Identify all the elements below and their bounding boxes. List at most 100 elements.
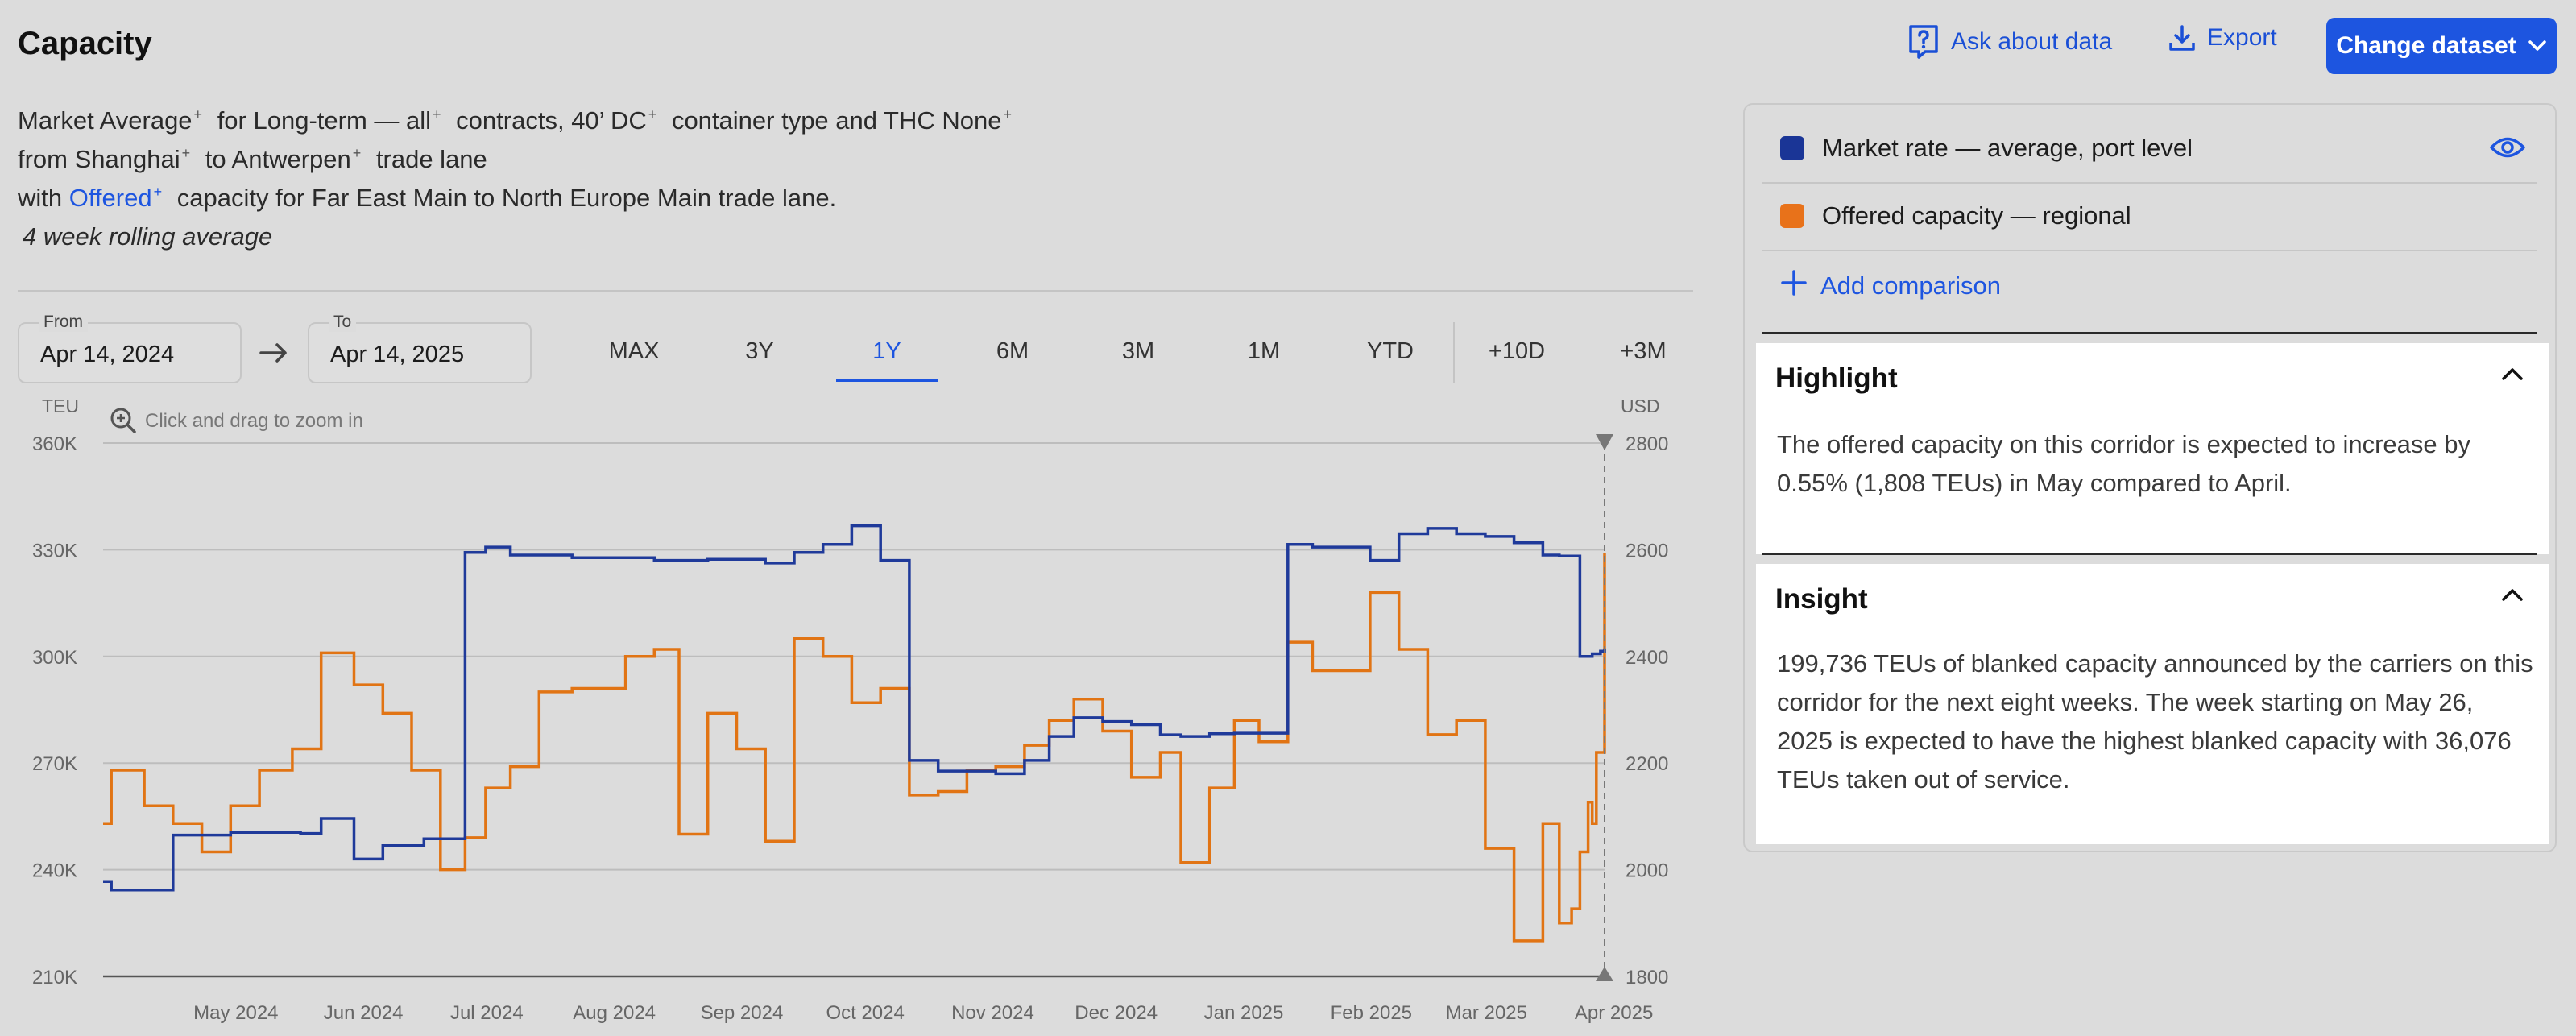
description-line-1: Market Average + for Long-term — all + con…	[18, 106, 1013, 135]
range-tab-3m[interactable]: 3M	[1121, 338, 1155, 364]
divider	[1762, 250, 2537, 251]
from-date-field[interactable]: From Apr 14, 2024	[18, 313, 242, 383]
y-right-tick-label: 2800	[1626, 433, 1668, 455]
plus-icon	[1780, 269, 1808, 303]
range-tab-1m[interactable]: 1M	[1247, 338, 1281, 364]
series-line-offered-capacity	[103, 553, 1606, 943]
add-comparison-label: Add comparison	[1820, 271, 2002, 300]
offered-selector[interactable]: Offered	[68, 184, 152, 212]
legend-swatch-offered-capacity	[1780, 204, 1804, 228]
legend-label-offered-capacity: Offered capacity — regional	[1822, 201, 2131, 230]
highlight-title: Highlight	[1775, 363, 1898, 394]
y-right-tick-label: 2600	[1626, 540, 1668, 562]
arrow-right-icon	[258, 337, 290, 373]
x-tick-label: Feb 2025	[1331, 1002, 1412, 1024]
x-tick-label: Jun 2024	[324, 1002, 404, 1024]
y-left-axis-label: TEU	[42, 396, 79, 416]
legend-label-market-rate: Market rate — average, port level	[1822, 134, 2193, 162]
change-dataset-button[interactable]: Change dataset	[2326, 18, 2557, 74]
market-average-selector[interactable]: Market Average	[18, 106, 193, 135]
export-label: Export	[2207, 24, 2277, 51]
y-right-tick-label: 1800	[1626, 967, 1668, 988]
legend-swatch-market-rate	[1780, 136, 1804, 160]
capacity-chart[interactable]: TEU USD Click and drag to zoom in 360K 33…	[0, 387, 1708, 1036]
y-right-tick-label: 2200	[1626, 753, 1668, 775]
ask-about-data-label: Ask about data	[1951, 28, 2113, 55]
export-button[interactable]: Export	[2168, 24, 2277, 52]
to-date-value: Apr 14, 2025	[330, 342, 465, 367]
x-tick-label: Jul 2024	[450, 1002, 524, 1024]
ask-about-data-button[interactable]: Ask about data	[1907, 24, 2112, 60]
y-right-axis-label: USD	[1621, 396, 1660, 416]
y-left-tick-label: 300K	[32, 647, 77, 669]
y-left-tick-label: 270K	[32, 753, 77, 775]
x-tick-label: Oct 2024	[826, 1002, 904, 1024]
plus-icon: +	[648, 106, 657, 122]
y-right-tick-label: 2400	[1626, 647, 1668, 669]
range-tab-6m[interactable]: 6M	[996, 338, 1029, 364]
rolling-average-note: 4 week rolling average	[23, 222, 273, 251]
zoom-in-icon	[110, 408, 136, 433]
divider	[1762, 332, 2537, 334]
chevron-down-icon	[2528, 39, 2547, 52]
plus-icon: +	[193, 106, 203, 122]
x-tick-label: Mar 2025	[1446, 1002, 1527, 1024]
x-tick-label: Nov 2024	[951, 1002, 1034, 1024]
insight-title: Insight	[1775, 583, 1868, 615]
insight-text: 199,736 TEUs of blanked capacity announc…	[1777, 649, 2533, 794]
range-tab-max[interactable]: MAX	[608, 338, 660, 364]
container-type-selector[interactable]: 40’ DC	[571, 106, 647, 135]
divider	[18, 290, 1693, 292]
to-date-label: To	[329, 313, 357, 332]
range-tab-plus-10d[interactable]: +10D	[1488, 338, 1546, 364]
x-tick-label: Dec 2024	[1075, 1002, 1158, 1024]
highlight-card: Highlight The offered capacity on this c…	[1756, 343, 2549, 554]
x-tick-label: Apr 2025	[1575, 1002, 1653, 1024]
origin-selector[interactable]: Shanghai	[74, 145, 180, 173]
y-left-tick-label: 330K	[32, 540, 77, 562]
contract-type-selector[interactable]: Long-term — all	[253, 106, 432, 135]
download-icon	[2168, 24, 2196, 52]
legend-item-market-rate[interactable]: Market rate — average, port level	[1780, 134, 2193, 163]
divider	[1762, 182, 2537, 184]
from-date-value: Apr 14, 2024	[40, 342, 175, 367]
plus-icon: +	[433, 106, 441, 122]
forecast-marker-bottom	[1596, 967, 1613, 981]
plus-icon: +	[1003, 106, 1013, 122]
description-line-3: with Offered + capacity for Far East Main…	[18, 184, 837, 212]
zoom-hint: Click and drag to zoom in	[145, 410, 363, 432]
to-date-field[interactable]: To Apr 14, 2025	[308, 313, 532, 383]
series-line-market-rate	[103, 524, 1606, 892]
y-right-tick-label: 2000	[1626, 860, 1668, 882]
range-tab-plus-3m[interactable]: +3M	[1620, 338, 1667, 364]
chevron-up-icon[interactable]	[2500, 366, 2524, 386]
x-tick-label: Jan 2025	[1204, 1002, 1284, 1024]
y-left-tick-label: 360K	[32, 433, 77, 455]
plus-icon: +	[181, 145, 191, 161]
chevron-up-icon[interactable]	[2500, 586, 2524, 607]
plus-icon: +	[153, 184, 163, 200]
question-mark-icon	[1907, 24, 1940, 60]
insight-card: Insight 199,736 TEUs of blanked capacity…	[1756, 564, 2549, 844]
thc-selector[interactable]: None	[942, 106, 1002, 135]
divider	[1453, 322, 1455, 383]
x-tick-label: Sep 2024	[701, 1002, 784, 1024]
legend-item-offered-capacity[interactable]: Offered capacity — regional	[1780, 201, 2131, 230]
range-tab-3y[interactable]: 3Y	[745, 338, 774, 364]
active-tab-indicator	[836, 379, 938, 382]
add-comparison-button[interactable]: Add comparison	[1780, 269, 2001, 303]
range-tab-1y[interactable]: 1Y	[872, 338, 901, 364]
page-title: Capacity	[18, 26, 152, 61]
divider	[1762, 553, 2537, 555]
forecast-marker-top	[1596, 434, 1613, 450]
eye-icon[interactable]	[2489, 134, 2526, 165]
highlight-text: The offered capacity on this corridor is…	[1777, 430, 2470, 497]
x-tick-label: May 2024	[193, 1002, 278, 1024]
y-left-tick-label: 210K	[32, 967, 77, 988]
from-date-label: From	[39, 313, 88, 332]
change-dataset-label: Change dataset	[2336, 32, 2516, 59]
range-tab-ytd[interactable]: YTD	[1367, 338, 1414, 364]
x-tick-label: Aug 2024	[573, 1002, 656, 1024]
destination-selector[interactable]: Antwerpen	[231, 145, 351, 173]
description-line-2: from Shanghai + to Antwerpen + trade lane	[18, 145, 487, 173]
